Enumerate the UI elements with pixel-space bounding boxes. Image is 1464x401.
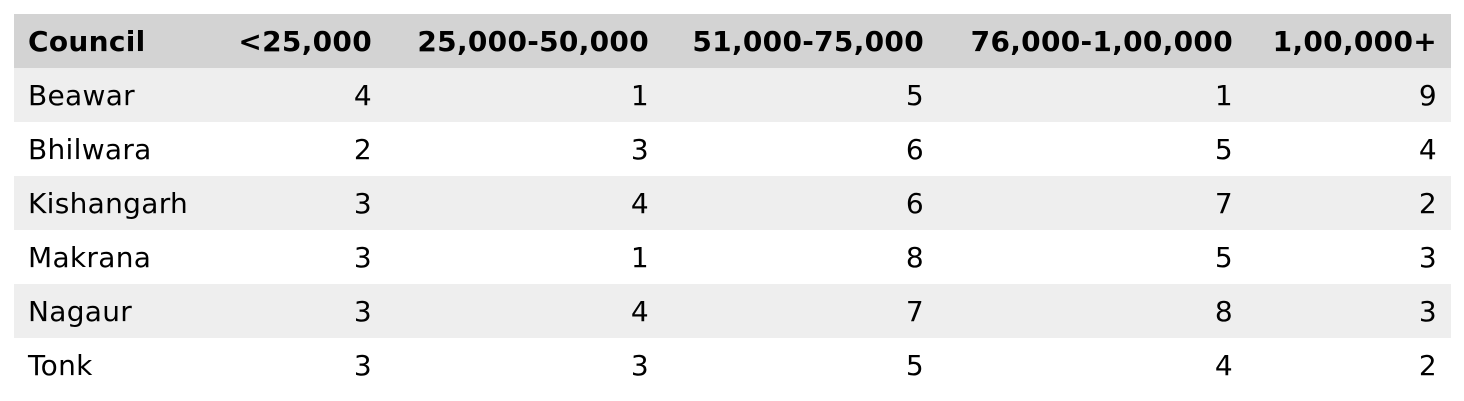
value-cell: 5 <box>905 78 924 112</box>
value-cell: 8 <box>905 240 924 274</box>
value-cell: 3 <box>353 186 372 220</box>
column-header: 25,000-50,000 <box>417 24 649 58</box>
table-row: Makrana 3 1 8 5 3 <box>14 230 1451 284</box>
value-cell: 3 <box>1418 294 1437 328</box>
council-name-cell: Tonk <box>28 348 93 382</box>
header-row: Council <25,000 25,000-50,000 51,000-75,000… <box>14 14 1451 68</box>
value-cell: 6 <box>905 186 924 220</box>
value-cell: 2 <box>353 132 372 166</box>
table-header: Council <25,000 25,000-50,000 51,000-75,000… <box>14 14 1451 68</box>
value-cell: 3 <box>1418 240 1437 274</box>
table-row: Kishangarh 3 4 6 7 2 <box>14 176 1451 230</box>
table-body: Beawar 4 1 5 1 9 Bhilwara 2 3 6 5 4 Kishangarh 3 4 6 7 2 M… <box>14 68 1451 392</box>
value-cell: 4 <box>1214 348 1233 382</box>
value-cell: 5 <box>1214 132 1233 166</box>
value-cell: 5 <box>1214 240 1233 274</box>
table-row: Tonk 3 3 5 4 2 <box>14 338 1451 392</box>
value-cell: 4 <box>630 294 649 328</box>
value-cell: 3 <box>630 132 649 166</box>
value-cell: 3 <box>353 240 372 274</box>
column-header: 1,00,000+ <box>1272 24 1437 58</box>
value-cell: 6 <box>905 132 924 166</box>
value-cell: 9 <box>1418 78 1437 112</box>
council-name-cell: Nagaur <box>28 294 133 328</box>
value-cell: 7 <box>1214 186 1233 220</box>
value-cell: 4 <box>353 78 372 112</box>
council-table: Council <25,000 25,000-50,000 51,000-75,000… <box>14 14 1451 392</box>
table-row: Beawar 4 1 5 1 9 <box>14 68 1451 122</box>
table-row: Bhilwara 2 3 6 5 4 <box>14 122 1451 176</box>
value-cell: 2 <box>1418 186 1437 220</box>
council-name-cell: Kishangarh <box>28 186 189 220</box>
value-cell: 5 <box>905 348 924 382</box>
value-cell: 8 <box>1214 294 1233 328</box>
council-name-cell: Bhilwara <box>28 132 152 166</box>
value-cell: 2 <box>1418 348 1437 382</box>
value-cell: 4 <box>1418 132 1437 166</box>
value-cell: 1 <box>630 240 649 274</box>
column-header: 76,000-1,00,000 <box>970 24 1233 58</box>
table-row: Nagaur 3 4 7 8 3 <box>14 284 1451 338</box>
column-header: <25,000 <box>238 24 372 58</box>
value-cell: 7 <box>905 294 924 328</box>
value-cell: 3 <box>353 294 372 328</box>
value-cell: 1 <box>1214 78 1233 112</box>
column-header: Council <box>28 24 146 58</box>
value-cell: 3 <box>353 348 372 382</box>
value-cell: 4 <box>630 186 649 220</box>
column-header: 51,000-75,000 <box>692 24 924 58</box>
council-name-cell: Makrana <box>28 240 152 274</box>
value-cell: 1 <box>630 78 649 112</box>
value-cell: 3 <box>630 348 649 382</box>
council-name-cell: Beawar <box>28 78 135 112</box>
